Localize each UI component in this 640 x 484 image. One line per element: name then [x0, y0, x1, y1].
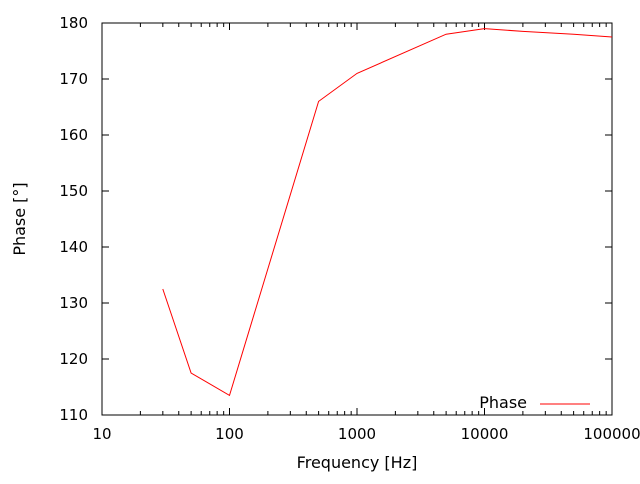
y-tick-label: 130: [59, 294, 88, 312]
plot-border: [101, 22, 613, 416]
y-tick-label: 160: [59, 126, 88, 144]
x-tick-label: 10000: [461, 425, 509, 443]
x-tick-label: 100000: [583, 425, 640, 443]
x-tick-label: 100: [215, 425, 244, 443]
x-tick-label: 10: [92, 425, 111, 443]
y-axis-title: Phase [°]: [10, 182, 29, 255]
y-tick-label: 140: [59, 238, 88, 256]
y-tick-label: 170: [59, 70, 88, 88]
y-tick-label: 120: [59, 350, 88, 368]
series-line-phase: [162, 28, 613, 397]
x-axis-title: Frequency [Hz]: [297, 453, 418, 472]
y-tick-label: 110: [59, 406, 88, 424]
y-tick-label: 150: [59, 182, 88, 200]
legend-label: Phase: [479, 393, 527, 412]
x-tick-label: 1000: [338, 425, 376, 443]
y-tick-label: 180: [59, 14, 88, 32]
